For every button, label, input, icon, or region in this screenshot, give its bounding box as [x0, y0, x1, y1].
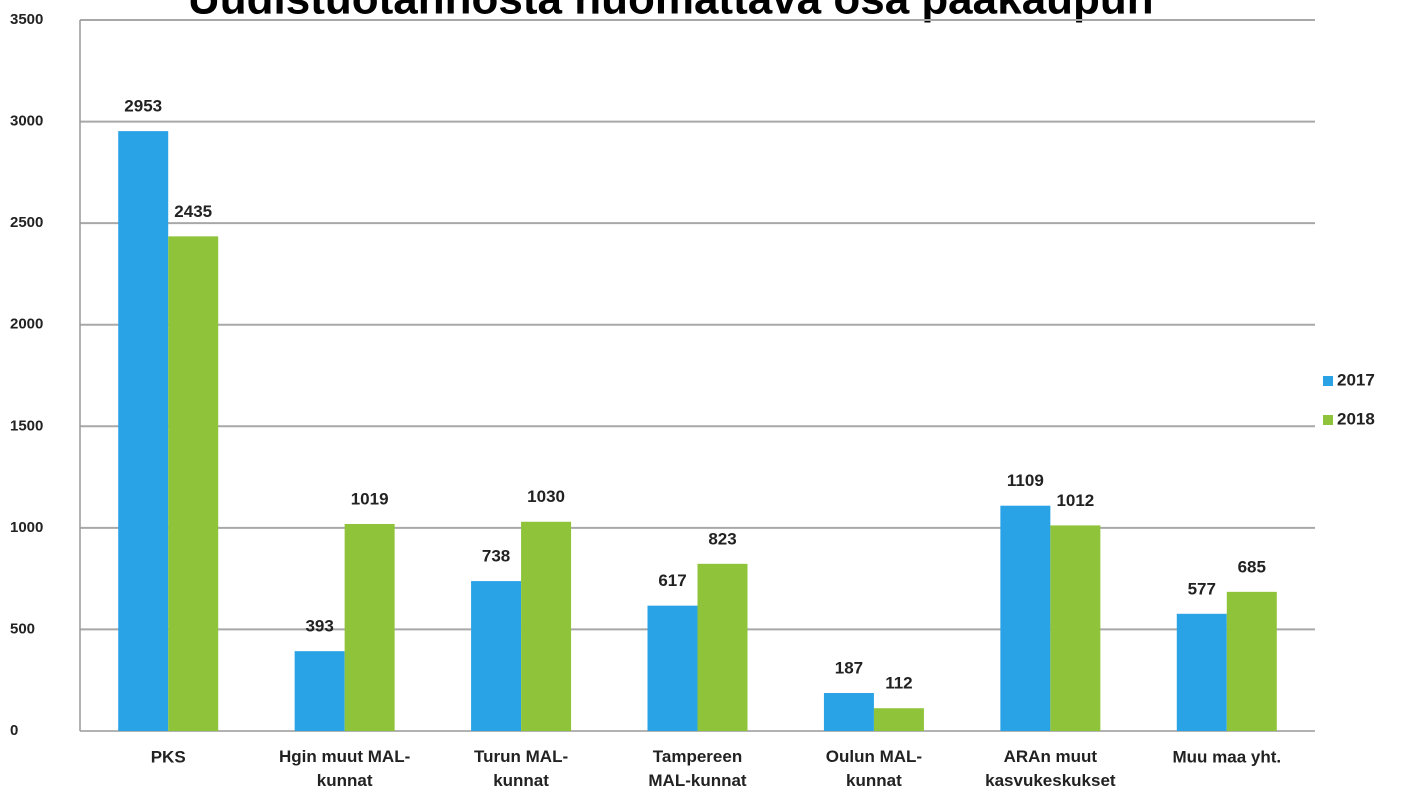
y-tick-label: 1000	[10, 519, 43, 536]
bar	[1050, 525, 1101, 731]
y-tick-label: 2000	[10, 316, 43, 333]
data-label: 738	[482, 547, 510, 566]
y-tick-label: 500	[10, 620, 35, 637]
bar	[294, 651, 345, 731]
bar	[344, 523, 395, 731]
x-tick-label: Muu maa yht.	[1172, 747, 1281, 766]
data-label: 393	[305, 617, 333, 636]
bar	[873, 708, 924, 731]
data-label: 2435	[174, 202, 212, 221]
data-label: 617	[658, 571, 686, 590]
data-label: 1030	[527, 487, 565, 506]
bar	[521, 521, 572, 731]
y-tick-label: 2500	[10, 214, 43, 231]
x-tick-label: Turun MAL-kunnat	[474, 747, 568, 790]
legend-label: 2017	[1337, 370, 1375, 389]
legend-swatch	[1323, 376, 1333, 386]
data-label: 187	[835, 658, 863, 677]
y-tick-label: 3000	[10, 113, 43, 130]
bar	[1226, 591, 1277, 731]
y-tick-label: 0	[10, 722, 18, 739]
x-tick-label: Oulun MAL-kunnat	[826, 747, 922, 790]
legend-label: 2018	[1337, 409, 1375, 428]
data-label: 1109	[1007, 471, 1044, 490]
bar	[823, 693, 874, 731]
data-label: 1012	[1056, 491, 1094, 510]
data-label: 1019	[351, 489, 389, 508]
y-tick-label: 1500	[10, 417, 43, 434]
bar	[647, 605, 698, 731]
bar	[1000, 505, 1051, 731]
bar	[168, 236, 219, 731]
bar	[697, 563, 748, 731]
chart-title: Uudistuotannosta huomattava osa pääkaupu…	[188, 0, 1154, 24]
data-label: 823	[708, 529, 736, 548]
x-tick-label: Tampereen MAL-kunnat	[648, 747, 747, 790]
data-label: 112	[885, 674, 912, 693]
bar	[1176, 613, 1227, 731]
data-label: 685	[1238, 557, 1266, 576]
bar	[118, 131, 169, 731]
x-tick-label: ARAn muut kasvukeskukset	[985, 747, 1116, 790]
legend-swatch	[1323, 415, 1333, 425]
x-tick-label: Hgin muut MAL-kunnat	[279, 747, 410, 790]
y-tick-label: 3500	[10, 11, 43, 28]
data-label: 2953	[124, 97, 162, 116]
x-tick-label: PKS	[151, 747, 186, 766]
bar	[471, 581, 522, 731]
data-label: 577	[1188, 579, 1216, 598]
